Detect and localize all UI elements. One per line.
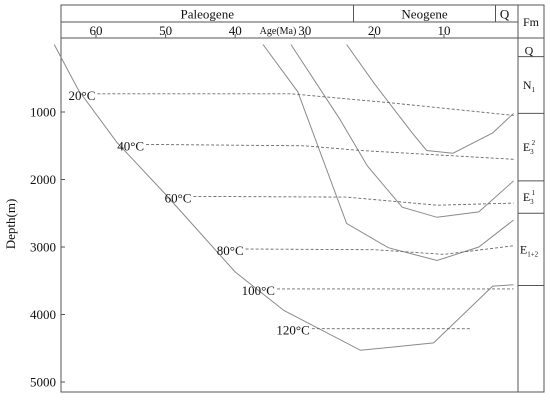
formation-symbol: N [523, 78, 532, 92]
y-tick-label: 4000 [30, 307, 56, 322]
period-label: Paleogene [181, 7, 235, 22]
x-tick-label: 10 [438, 23, 451, 38]
isotherm-line [146, 143, 514, 160]
x-axis-ticks: 60 50 40 30 20 10 Age(Ma) [90, 23, 451, 38]
y-tick-label: 1000 [30, 105, 56, 120]
x-tick-label: 60 [90, 23, 103, 38]
isotherm-line [193, 195, 514, 206]
formation-superscript: 1 [532, 189, 536, 197]
period-label: Neogene [401, 7, 447, 22]
formation-symbol: Q [525, 44, 534, 58]
formation-symbol: E [520, 242, 527, 256]
burial-curve [290, 44, 514, 218]
y-tick-label: 5000 [30, 375, 56, 390]
isotherm-label: 100°C [242, 283, 275, 298]
period-label: Q [500, 7, 510, 22]
burial-curves [53, 44, 514, 351]
x-axis-label: Age(Ma) [260, 26, 297, 37]
isotherm-label: 80°C [217, 243, 244, 258]
formation-header: Fm [523, 15, 540, 29]
formation-subscript: 1 [532, 86, 536, 94]
isotherm-label: 120°C [276, 323, 309, 338]
formation-superscript: 2 [532, 139, 536, 147]
formation-symbol: E [523, 140, 530, 154]
x-tick-label: 40 [229, 23, 242, 38]
isotherm-line [245, 245, 514, 255]
burial-curve [53, 44, 514, 351]
x-tick-label: 20 [368, 23, 381, 38]
isotherm-label: 40°C [117, 138, 144, 153]
formation-label: E1+2 [520, 242, 539, 258]
y-tick-label: 3000 [30, 240, 56, 255]
formation-symbol: E [523, 190, 530, 204]
isotherm-label: 60°C [165, 190, 192, 205]
period-bar: Paleogene Neogene Q [181, 5, 510, 22]
x-tick-label: 50 [159, 23, 172, 38]
formation-subscript: 3 [530, 148, 534, 156]
burial-curve [346, 44, 514, 154]
isotherm-line [97, 93, 514, 116]
formation-label: N1 [523, 78, 536, 94]
burial-curve [262, 44, 514, 262]
formation-column-border [517, 4, 545, 393]
formation-label: E31 [523, 189, 536, 206]
isotherm-label: 20°C [69, 88, 96, 103]
formation-label: E32 [523, 139, 536, 156]
x-tick-label: 30 [298, 23, 311, 38]
formation-subscript: 3 [530, 198, 534, 206]
formation-subscript: 1+2 [527, 250, 538, 258]
isotherm-lines: 20°C 40°C 60°C 80°C 100°C 120°C [69, 88, 514, 338]
y-tick-label: 2000 [30, 172, 56, 187]
y-axis-ticks: 1000 2000 3000 4000 5000 [30, 105, 65, 390]
y-axis-label: Depth(m) [3, 199, 18, 250]
formation-label: Q [525, 44, 534, 58]
